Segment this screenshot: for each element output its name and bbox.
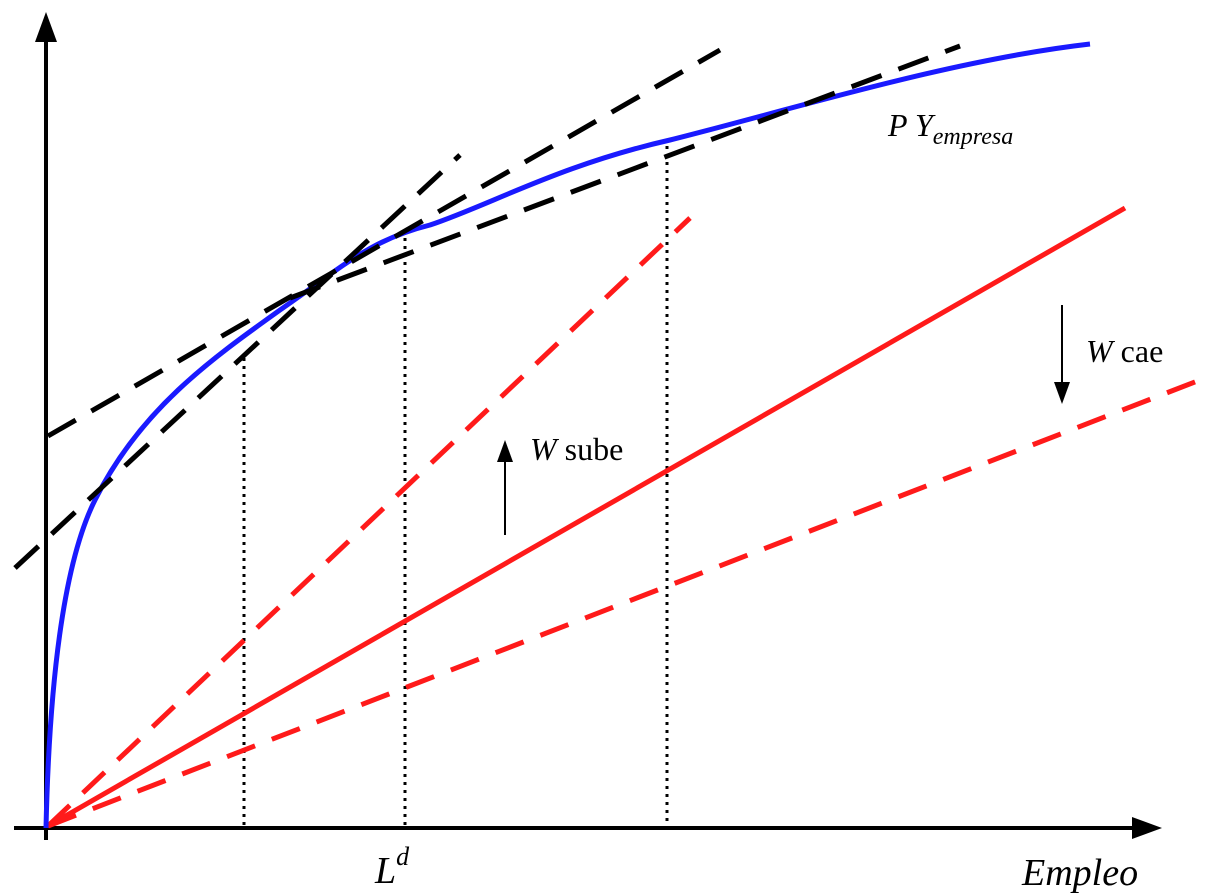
tangent-line-middle (46, 47, 722, 439)
labor-demand-label: Ld (374, 842, 410, 892)
wage-up-label: W sube (530, 431, 623, 467)
curve-label-sub: empresa (933, 124, 1013, 150)
wage-down-text: cae (1113, 333, 1164, 369)
wage-down-symbol: W (1086, 333, 1116, 369)
labor-demand-main: L (374, 850, 396, 892)
wage-line-high (46, 216, 692, 828)
wage-up-symbol: W (530, 431, 560, 467)
wage-down-arrow-icon (1054, 382, 1070, 404)
tangent-line-flat (289, 43, 961, 301)
x-axis-arrowhead (1132, 817, 1162, 839)
wage-down-label: W cae (1086, 333, 1163, 369)
y-axis-arrowhead (35, 12, 57, 42)
curve-label: P Yempresa (887, 107, 1013, 150)
curve-label-main: P Y (887, 107, 936, 143)
labor-demand-sup: d (396, 842, 410, 871)
wage-line (46, 205, 1127, 829)
wage-line-low (47, 377, 1201, 829)
wage-up-arrow-icon (497, 440, 513, 462)
wage-up-text: sube (557, 431, 624, 467)
tangent-line-steep (13, 153, 462, 570)
x-axis-label: Empleo (1021, 852, 1138, 893)
